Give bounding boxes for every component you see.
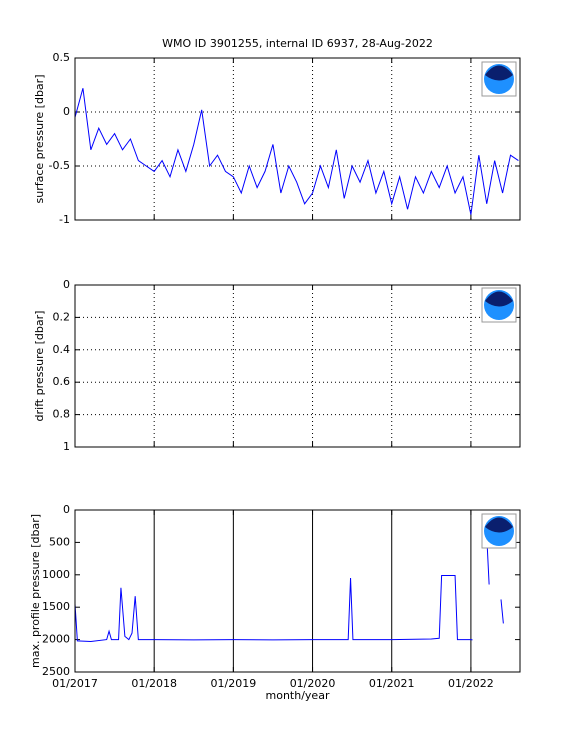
x-tick-label: 01/2018 bbox=[131, 677, 177, 690]
y-tick-label: 0 bbox=[63, 105, 70, 118]
x-tick-label: 01/2019 bbox=[211, 677, 257, 690]
noaa-logo bbox=[481, 61, 517, 97]
axes-box bbox=[74, 284, 521, 448]
y-tick-label: 1500 bbox=[42, 600, 70, 613]
y-axis-label: drift pressure [dbar] bbox=[33, 311, 46, 422]
chart-title: WMO ID 3901255, internal ID 6937, 28-Aug… bbox=[162, 37, 433, 50]
y-tick-label: 0.4 bbox=[53, 343, 71, 356]
x-tick-label: 01/2021 bbox=[369, 677, 415, 690]
axes-box bbox=[74, 509, 521, 673]
plot-area bbox=[75, 58, 520, 220]
y-tick-label: 0.2 bbox=[53, 310, 71, 323]
x-tick-label: 01/2020 bbox=[290, 677, 336, 690]
x-tick-label: 01/2017 bbox=[52, 677, 98, 690]
y-tick-label: 0.6 bbox=[53, 375, 71, 388]
y-tick-label: 1000 bbox=[42, 568, 70, 581]
y-tick-label: 0.8 bbox=[53, 408, 71, 421]
plot-area bbox=[75, 285, 520, 447]
y-axis-label: max. profile pressure [dbar] bbox=[29, 514, 42, 668]
y-tick-label: 500 bbox=[49, 535, 70, 548]
plot-area bbox=[75, 510, 520, 672]
axes-box bbox=[74, 57, 521, 221]
y-tick-label: 2000 bbox=[42, 633, 70, 646]
x-axis-label: month/year bbox=[266, 689, 330, 702]
y-axis-label: surface pressure [dbar] bbox=[33, 75, 46, 204]
data-line bbox=[74, 88, 519, 215]
y-tick-label: 0 bbox=[63, 503, 70, 516]
y-tick-label: -0.5 bbox=[49, 159, 70, 172]
noaa-logo bbox=[481, 287, 517, 323]
y-tick-label: 2500 bbox=[42, 665, 70, 678]
logos bbox=[481, 61, 517, 549]
y-tick-label: 0.5 bbox=[53, 51, 71, 64]
y-tick-label: 1 bbox=[63, 440, 70, 453]
y-tick-label: -1 bbox=[59, 213, 70, 226]
noaa-logo bbox=[481, 513, 517, 549]
x-tick-label: 01/2022 bbox=[448, 677, 494, 690]
y-tick-label: 0 bbox=[63, 278, 70, 291]
